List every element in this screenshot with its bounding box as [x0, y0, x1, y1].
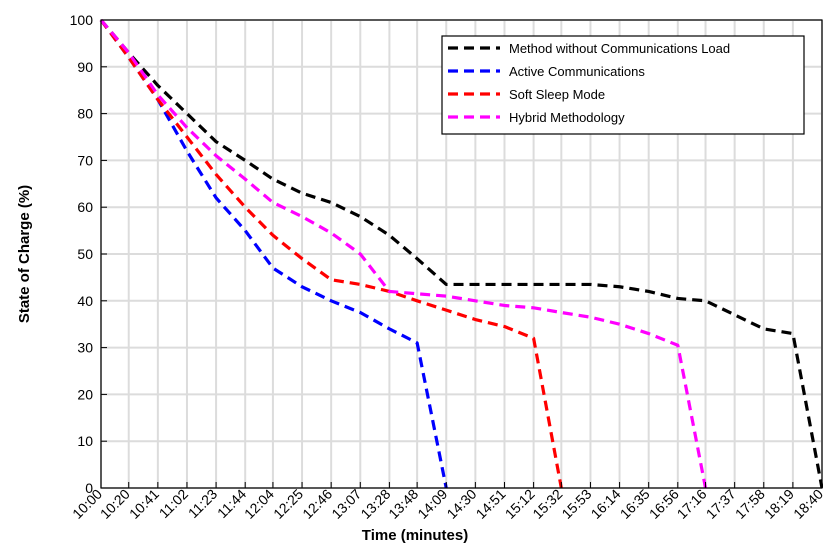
x-tick-label: 17:16	[674, 486, 710, 522]
series-line-1	[99, 18, 823, 489]
x-tick-label: 16:14	[588, 486, 624, 522]
legend-label: Method without Communications Load	[509, 41, 730, 56]
x-tick-label: 13:48	[385, 486, 421, 522]
x-tick-label: 15:53	[558, 486, 594, 522]
legend-box	[441, 35, 805, 135]
x-tick-label: 13:28	[357, 486, 393, 522]
legend-label: Hybrid Methodology	[509, 110, 625, 125]
x-tick-label: 14:09	[414, 486, 450, 522]
y-tick-label: 30	[77, 340, 93, 356]
y-axis-ticks: 0 10 20 30 40 50 60 70 80 90 100	[70, 12, 107, 496]
y-tick-label: 100	[70, 12, 94, 28]
legend-label: Active Communications	[509, 64, 645, 79]
x-tick-label: 10:20	[97, 486, 133, 522]
y-tick-label: 20	[77, 386, 93, 402]
y-tick-label: 80	[77, 106, 93, 122]
x-tick-label: 11:02	[156, 486, 192, 522]
x-tick-label: 18:40	[790, 486, 823, 522]
x-tick-label: 11:23	[185, 486, 221, 522]
y-tick-label: 50	[77, 246, 93, 262]
x-tick-label: 17:37	[703, 486, 739, 522]
x-tick-label: 12:25	[270, 486, 306, 522]
x-tick-label: 10:41	[126, 486, 162, 522]
x-tick-label: 15:32	[529, 486, 565, 522]
x-tick-label: 16:56	[646, 486, 682, 522]
y-tick-label: 10	[77, 433, 93, 449]
series-line-3	[99, 19, 563, 489]
x-tick-label: 10:00	[69, 486, 105, 522]
y-tick-label: 90	[77, 59, 93, 75]
x-tick-label: 11:44	[214, 486, 250, 522]
y-axis-title: State of Charge (%)	[16, 185, 33, 323]
x-tick-label: 16:35	[617, 486, 653, 522]
y-tick-label: 70	[77, 152, 93, 168]
x-tick-label: 14:30	[443, 486, 479, 522]
x-tick-label: 12:46	[299, 486, 335, 522]
x-axis-title: Time (minutes)	[362, 527, 468, 544]
x-tick-label: 15:12	[502, 486, 538, 522]
x-tick-label: 12:04	[241, 486, 277, 522]
x-tick-label: 13:07	[328, 486, 364, 522]
x-tick-label: 17:58	[732, 486, 768, 522]
y-tick-label: 0	[85, 480, 93, 496]
y-tick-label: 60	[77, 199, 93, 215]
y-tick-label: 40	[77, 293, 93, 309]
x-tick-label: 18:19	[761, 486, 797, 522]
legend: Method without Communications Load Active…	[441, 35, 805, 135]
legend-label: Soft Sleep Mode	[509, 87, 605, 102]
series-group	[99, 18, 823, 489]
x-tick-label: 14:51	[473, 486, 509, 522]
